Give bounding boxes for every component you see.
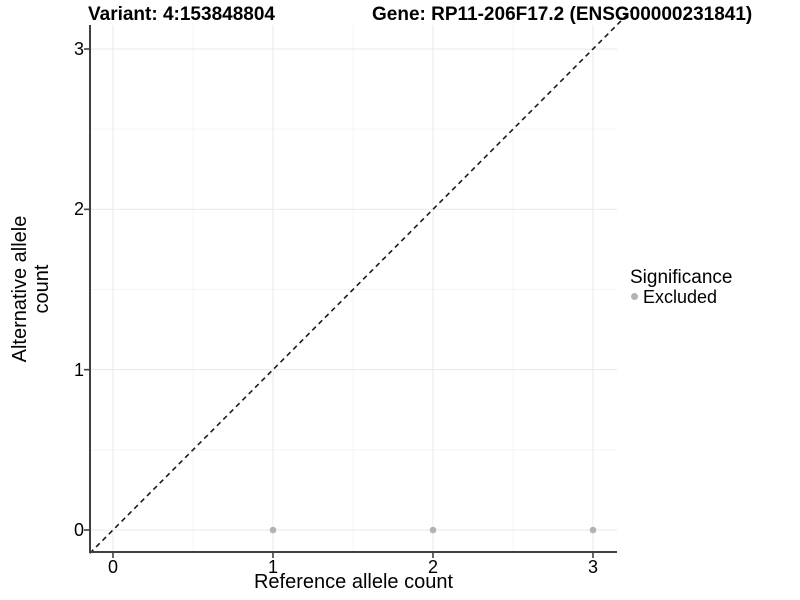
data-point bbox=[429, 526, 437, 534]
legend-item-label: Excluded bbox=[643, 287, 718, 307]
x-tick-label: 0 bbox=[107, 557, 118, 577]
data-point bbox=[269, 526, 277, 534]
legend-key-dot-icon bbox=[631, 292, 638, 300]
legend-item: Excluded bbox=[630, 287, 717, 307]
y-tick-label: 2 bbox=[73, 199, 84, 220]
data-point bbox=[589, 526, 597, 534]
x-tick-label: 2 bbox=[427, 557, 438, 577]
y-tick-label: 0 bbox=[73, 520, 84, 540]
y-tick-label: 3 bbox=[73, 39, 84, 59]
x-tick-label: 1 bbox=[267, 557, 278, 577]
x-axis-title: Reference allele count bbox=[253, 571, 453, 593]
y-axis-title: Alternative allele count bbox=[9, 215, 53, 363]
y-tick-label: 1 bbox=[73, 359, 84, 380]
x-tick-label: 3 bbox=[587, 557, 598, 577]
legend-title: Significance bbox=[630, 267, 733, 288]
plot-title-variant: Variant: 4:153848804 bbox=[88, 4, 275, 25]
plot-title-gene: Gene: RP11-206F17.2 (ENSG00000231841) bbox=[372, 4, 753, 25]
